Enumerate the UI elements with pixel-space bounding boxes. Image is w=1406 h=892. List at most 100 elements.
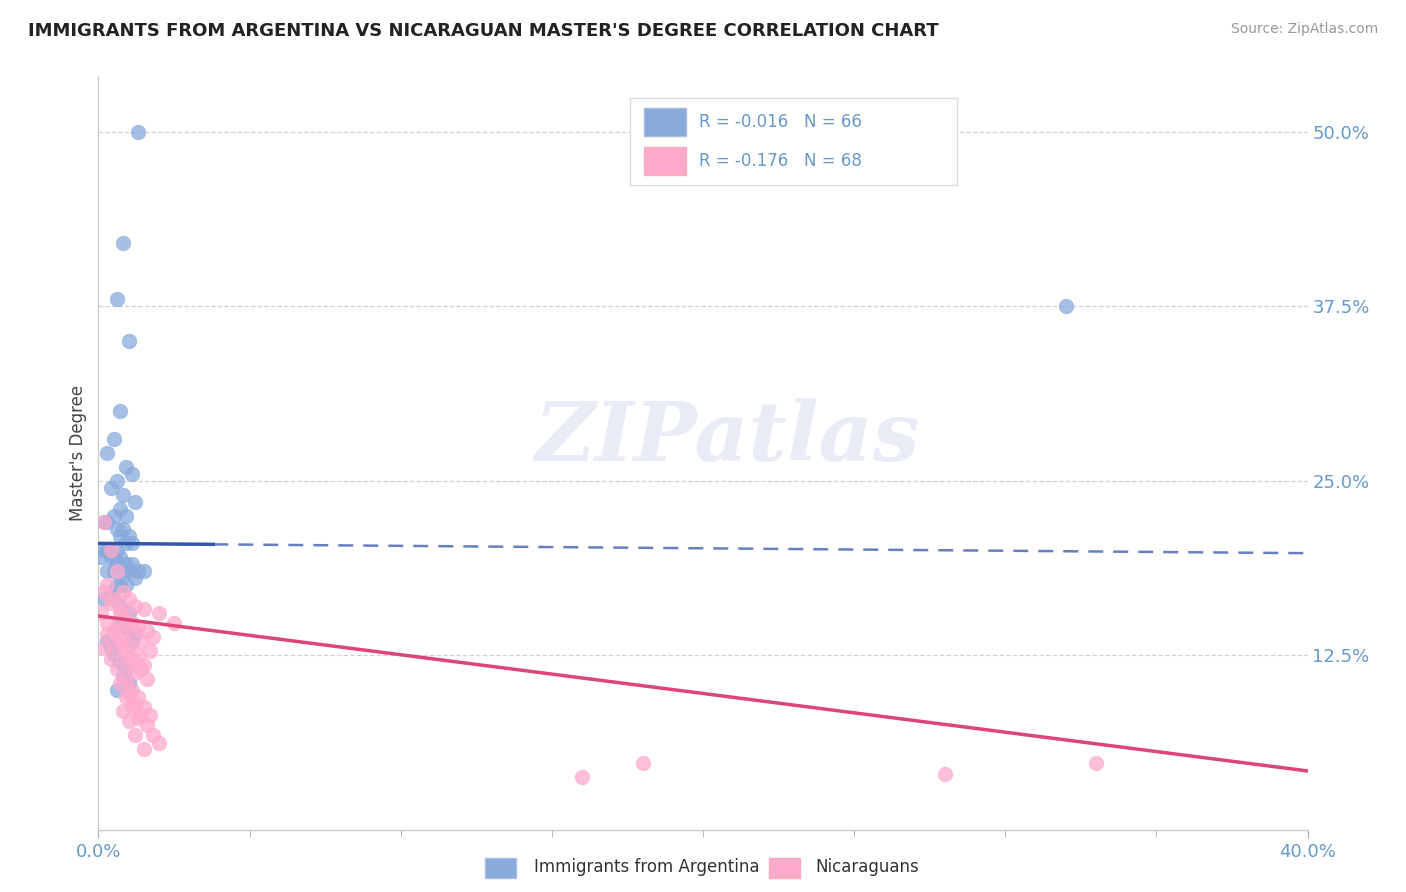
Point [103, 432, 125, 446]
Point [96, 578, 118, 592]
Point [135, 718, 157, 732]
Point [105, 292, 128, 306]
Point [96, 627, 118, 641]
Point [114, 558, 136, 572]
Point [100, 641, 122, 656]
Point [103, 638, 125, 652]
Point [105, 662, 128, 676]
Point [121, 683, 143, 698]
Point [108, 634, 131, 648]
Point [118, 686, 141, 700]
Point [114, 620, 136, 634]
Point [111, 523, 134, 537]
Point [100, 585, 122, 599]
Text: ZIPatlas: ZIPatlas [534, 398, 920, 477]
Point [114, 672, 136, 686]
Point [108, 404, 131, 418]
Point [118, 606, 141, 620]
Point [127, 565, 149, 579]
Point [100, 550, 122, 565]
Text: Source: ZipAtlas.com: Source: ZipAtlas.com [1230, 22, 1378, 37]
Point [163, 615, 186, 630]
Point [93, 516, 115, 530]
Point [139, 644, 162, 658]
Point [93, 585, 115, 599]
Point [121, 634, 143, 648]
Y-axis label: Master's Degree: Master's Degree [69, 384, 87, 521]
Point [132, 741, 155, 756]
Point [108, 501, 131, 516]
Point [124, 697, 146, 711]
Point [111, 669, 134, 683]
Point [100, 596, 122, 610]
Point [124, 571, 146, 585]
Point [114, 644, 136, 658]
Point [103, 648, 125, 662]
Point [93, 641, 115, 656]
Point [105, 558, 128, 572]
Point [121, 652, 143, 666]
Point [111, 487, 134, 501]
Point [96, 516, 118, 530]
Point [111, 630, 134, 644]
Point [105, 620, 128, 634]
Point [142, 630, 165, 644]
Point [114, 662, 136, 676]
Point [129, 634, 152, 648]
Point [129, 662, 152, 676]
Point [121, 536, 143, 550]
Point [631, 756, 654, 770]
Point [121, 615, 143, 630]
Point [142, 728, 165, 742]
Point [105, 543, 128, 558]
Point [108, 599, 131, 614]
Point [111, 236, 134, 251]
Point [111, 565, 134, 579]
Point [108, 676, 131, 690]
Point [105, 683, 128, 698]
Point [96, 543, 118, 558]
Point [124, 627, 146, 641]
Point [114, 536, 136, 550]
Point [118, 529, 141, 543]
Point [90, 550, 112, 565]
Point [571, 770, 593, 784]
Point [148, 736, 170, 750]
Point [103, 550, 125, 565]
Point [114, 459, 136, 474]
Point [103, 592, 125, 607]
Point [124, 599, 146, 614]
Point [103, 624, 125, 639]
Point [118, 334, 141, 348]
Point [108, 578, 131, 592]
Point [105, 474, 128, 488]
Point [121, 699, 143, 714]
Point [108, 529, 131, 543]
Point [114, 578, 136, 592]
Point [114, 615, 136, 630]
Point [111, 648, 134, 662]
Point [135, 624, 157, 639]
Text: Nicaraguans: Nicaraguans [815, 858, 920, 876]
Point [127, 620, 149, 634]
Point [118, 565, 141, 579]
Point [121, 467, 143, 481]
Point [135, 672, 157, 686]
Point [934, 766, 956, 780]
Point [93, 516, 115, 530]
Point [105, 578, 128, 592]
Point [127, 648, 149, 662]
Point [114, 508, 136, 523]
Point [114, 620, 136, 634]
Point [111, 704, 134, 718]
Point [132, 602, 155, 616]
Point [132, 699, 155, 714]
Point [108, 655, 131, 669]
Point [139, 708, 162, 723]
Point [93, 543, 115, 558]
Point [108, 606, 131, 620]
Text: Immigrants from Argentina: Immigrants from Argentina [534, 858, 759, 876]
Point [114, 690, 136, 704]
Point [127, 711, 149, 725]
Point [148, 606, 170, 620]
